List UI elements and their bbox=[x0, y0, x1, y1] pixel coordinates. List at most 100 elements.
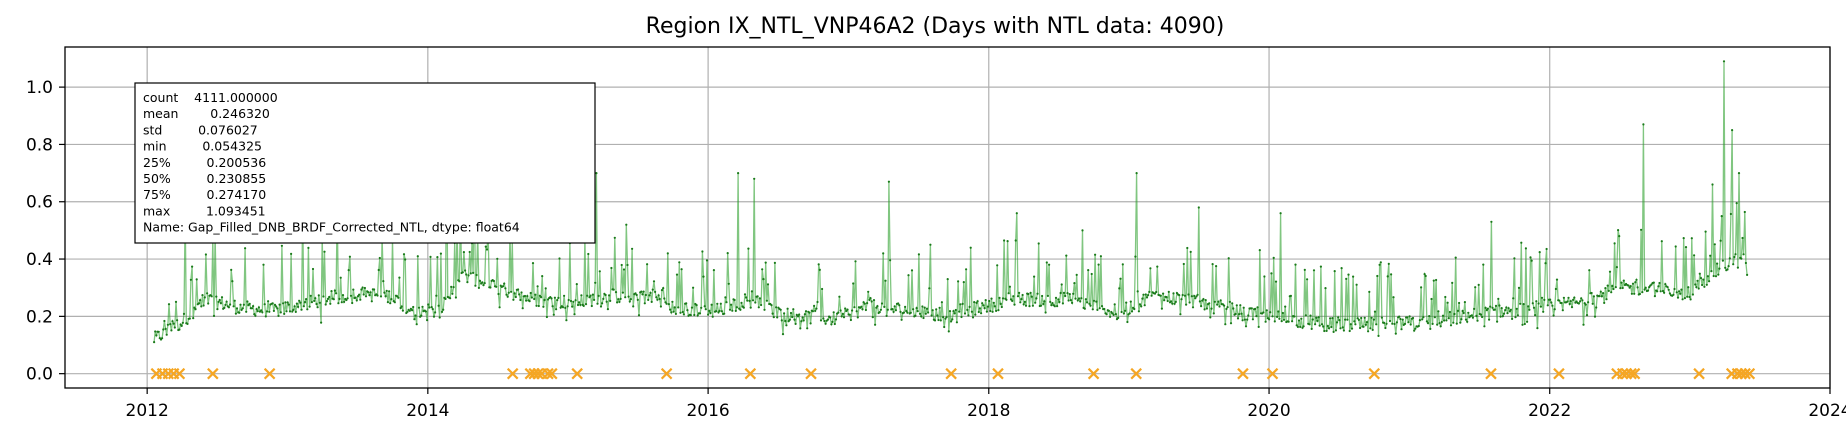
data-point bbox=[1035, 297, 1038, 300]
data-point bbox=[707, 313, 710, 316]
data-point bbox=[1644, 286, 1647, 289]
data-point bbox=[1552, 314, 1555, 317]
data-point bbox=[1379, 261, 1382, 264]
data-point bbox=[1122, 312, 1125, 315]
data-point bbox=[1264, 320, 1267, 323]
x-marker bbox=[1266, 367, 1279, 380]
data-point bbox=[766, 283, 770, 286]
data-point bbox=[552, 313, 555, 316]
data-point bbox=[1452, 321, 1455, 324]
data-point bbox=[298, 299, 301, 302]
data-point bbox=[599, 305, 603, 308]
data-point bbox=[922, 316, 925, 320]
data-point bbox=[305, 298, 308, 301]
data-point bbox=[1273, 320, 1276, 323]
data-point bbox=[246, 300, 249, 303]
data-point bbox=[1130, 310, 1134, 313]
data-point bbox=[671, 300, 674, 303]
data-point bbox=[171, 320, 174, 323]
data-point bbox=[709, 311, 712, 315]
data-point bbox=[936, 314, 939, 317]
data-point bbox=[1395, 321, 1398, 324]
data-point bbox=[561, 306, 565, 309]
data-point bbox=[1090, 272, 1093, 276]
data-point bbox=[756, 295, 759, 298]
data-point bbox=[928, 287, 931, 290]
data-point bbox=[771, 312, 774, 315]
data-point bbox=[1622, 279, 1625, 282]
data-point bbox=[1712, 274, 1715, 278]
data-point bbox=[461, 271, 464, 274]
data-point bbox=[1141, 297, 1144, 300]
data-point bbox=[317, 294, 320, 297]
data-point bbox=[1460, 318, 1463, 321]
data-point bbox=[1297, 319, 1301, 322]
data-point bbox=[980, 312, 983, 315]
data-point bbox=[1277, 310, 1280, 313]
data-point bbox=[1458, 301, 1461, 305]
data-point bbox=[897, 302, 900, 305]
data-point bbox=[358, 293, 361, 296]
data-point bbox=[1546, 304, 1549, 307]
data-point bbox=[1709, 254, 1712, 257]
data-point bbox=[566, 305, 569, 308]
data-point bbox=[241, 307, 244, 310]
data-point bbox=[401, 309, 404, 312]
data-point bbox=[867, 290, 870, 293]
x-marker-stroke bbox=[571, 367, 583, 380]
data-point bbox=[1287, 320, 1290, 323]
data-point bbox=[1377, 334, 1380, 337]
data-point bbox=[396, 295, 399, 298]
data-point bbox=[311, 267, 315, 271]
data-point bbox=[276, 307, 279, 310]
data-point bbox=[803, 313, 807, 316]
data-point bbox=[1398, 315, 1401, 318]
data-point bbox=[1271, 315, 1274, 318]
data-point bbox=[1143, 304, 1146, 307]
data-point bbox=[210, 295, 213, 298]
data-point bbox=[528, 300, 531, 303]
data-point bbox=[1281, 311, 1284, 315]
data-point bbox=[1446, 301, 1449, 304]
x-marker-stroke bbox=[1625, 367, 1637, 380]
data-point bbox=[891, 308, 894, 311]
data-point bbox=[855, 310, 858, 313]
data-point bbox=[161, 337, 164, 340]
stats-line: count 4111.000000 bbox=[143, 90, 278, 105]
data-point bbox=[902, 311, 906, 314]
data-point bbox=[673, 306, 676, 309]
data-point bbox=[1241, 319, 1244, 322]
data-point bbox=[369, 291, 372, 294]
data-point bbox=[947, 330, 950, 333]
data-point bbox=[1696, 279, 1699, 282]
data-point bbox=[1317, 316, 1320, 319]
x-marker bbox=[992, 367, 1004, 380]
data-point bbox=[1474, 286, 1477, 289]
data-point bbox=[239, 303, 242, 306]
data-point bbox=[943, 325, 946, 329]
data-point bbox=[1133, 307, 1136, 311]
data-point bbox=[1247, 314, 1250, 317]
data-point bbox=[1242, 306, 1245, 309]
data-point bbox=[636, 298, 639, 301]
data-point bbox=[1124, 309, 1127, 312]
data-point bbox=[887, 180, 891, 183]
data-point bbox=[1401, 318, 1404, 321]
data-point bbox=[815, 307, 818, 310]
data-point bbox=[1210, 307, 1213, 310]
data-point bbox=[201, 294, 204, 297]
data-point bbox=[253, 313, 256, 316]
data-point bbox=[368, 294, 371, 297]
y-tick-label: 1.0 bbox=[26, 78, 53, 98]
data-point bbox=[1175, 291, 1178, 295]
x-marker bbox=[660, 367, 673, 380]
data-point bbox=[1076, 299, 1079, 302]
data-point bbox=[909, 311, 912, 314]
x-marker-stroke bbox=[660, 367, 673, 380]
data-point bbox=[1325, 329, 1328, 332]
data-point bbox=[404, 258, 407, 261]
data-point bbox=[998, 296, 1001, 299]
data-point bbox=[705, 259, 709, 262]
data-point bbox=[250, 307, 254, 310]
data-point bbox=[970, 310, 974, 313]
